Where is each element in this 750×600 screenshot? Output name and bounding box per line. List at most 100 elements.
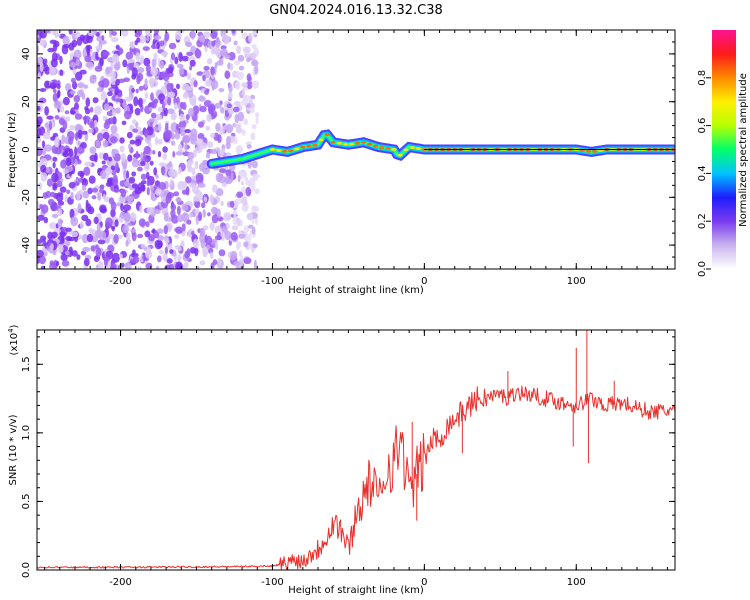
snr-x-tick-label: 100 (567, 577, 586, 588)
spectrogram-noise-blob (112, 148, 119, 155)
spectrogram-noise-blob (220, 200, 224, 207)
spectrogram-noise-blob (176, 63, 184, 69)
spectrogram-noise-blob (251, 186, 256, 192)
spectrogram-noise-blob (74, 31, 81, 39)
spectrogram-noise-blob (146, 246, 152, 255)
spectrogram-noise-blob (69, 62, 76, 68)
spectrogram-noise-blob (115, 44, 120, 50)
spectrogram-noise-blob (51, 213, 59, 219)
spectrogram-noise-blob (236, 70, 240, 78)
spectrogram-noise-blob (46, 178, 53, 187)
spectrogram-noise-blob (154, 188, 163, 196)
spectrogram-noise-blob (150, 67, 159, 76)
spectrogram-noise-blob (110, 165, 116, 171)
spectrogram-noise-blob (39, 88, 47, 92)
spectrogram-noise-blob (134, 138, 142, 146)
spectrogram-noise-blob (226, 214, 232, 220)
spectrogram-noise-blob (49, 191, 56, 198)
spectrogram-noise-blob (164, 238, 170, 244)
spectrogram-signal-core-blob (379, 146, 385, 150)
spectrogram-noise-blob (187, 151, 194, 160)
spectrogram-noise-blob (244, 54, 249, 59)
spectrogram-noise-blob (184, 129, 191, 134)
spectrogram-noise-blob (148, 77, 156, 86)
spectrogram-x-label: Height of straight line (km) (288, 285, 424, 296)
spectrogram-noise-blob (249, 177, 255, 182)
spectrogram-noise-blob (131, 171, 137, 177)
spectrogram-noise-blob (153, 231, 160, 239)
spectrogram-noise-blob (136, 75, 141, 85)
spectrogram-noise-blob (199, 227, 206, 238)
spectrogram-noise-blob (155, 265, 160, 269)
spectrogram-noise-blob (89, 74, 97, 84)
spectrogram-noise-blob (207, 141, 214, 148)
spectrogram-noise-blob (177, 144, 183, 152)
spectrogram-noise-blob (39, 62, 44, 73)
spectrogram-noise-blob (246, 144, 252, 150)
spectrogram-noise-blob (124, 212, 131, 222)
spectrogram-noise-blob (61, 235, 65, 244)
spectrogram-noise-blob (52, 161, 56, 169)
spectrogram-noise-blob (254, 188, 260, 195)
spectrogram-noise-blob (85, 218, 92, 227)
spectrogram-noise-blob (131, 67, 138, 78)
spectrogram-noise-blob (134, 32, 141, 38)
spectrogram-noise-blob (156, 41, 160, 50)
spectrogram-noise-blob (114, 219, 119, 228)
spectrogram-signal-core-blob (591, 150, 598, 153)
spectrogram-noise-blob (230, 172, 234, 183)
spectrogram-noise-blob (211, 206, 217, 215)
spectrogram-noise-blob (77, 140, 81, 146)
spectrogram-noise-blob (236, 191, 244, 198)
spectrogram-noise-blob (37, 137, 42, 144)
spectrogram-noise-blob (113, 188, 120, 193)
spectrogram-noise-blob (252, 31, 258, 36)
spectrogram-noise-blob (253, 259, 257, 269)
snr-x-tick-label: -100 (261, 577, 284, 588)
spectrogram-noise-blob (233, 260, 240, 267)
spectrogram-noise-blob (97, 192, 102, 201)
spectrogram-noise-blob (246, 213, 254, 221)
spectrogram-noise-blob (59, 69, 64, 76)
spectrogram-noise-blob (127, 154, 133, 162)
spectrogram-noise-blob (49, 82, 57, 90)
spectrogram-signal-core-blob (585, 150, 592, 153)
spectrogram-noise-blob (84, 161, 92, 167)
spectrogram-noise-blob (128, 143, 132, 150)
spectrogram-noise-blob (163, 107, 168, 117)
spectrogram-noise-blob (233, 106, 240, 113)
spectrogram-signal-core-blob (275, 149, 282, 152)
spectrogram-noise-blob (199, 260, 206, 266)
spectrogram-noise-blob (149, 185, 155, 191)
spectrogram-noise-blob (197, 121, 204, 128)
spectrogram-noise-blob (191, 231, 195, 236)
spectrogram-noise-blob (118, 47, 123, 55)
snr-panel: -200 -100 0 100 0.0 0.5 1.0 1.5 Height of strai… (7, 324, 676, 596)
spectrogram-noise-blob (130, 228, 137, 233)
spectrogram-noise-blob (133, 96, 139, 107)
spectrogram-noise-blob (148, 234, 156, 242)
spectrogram-noise-blob (186, 51, 194, 57)
spectrogram-signal-core-blob (336, 141, 342, 145)
spectrogram-noise-blob (231, 225, 238, 231)
spectrogram-noise-blob (62, 44, 70, 49)
spectrogram-noise-blob (101, 78, 110, 88)
spectrogram-noise-blob (214, 242, 219, 250)
spectrogram-noise-blob (251, 160, 258, 169)
spectrogram-noise-blob (41, 204, 49, 214)
spectrogram-noise-blob (210, 66, 215, 76)
spectrogram-noise-blob (153, 184, 157, 191)
spectrogram-noise-blob (207, 103, 216, 113)
spectrogram-noise-blob (165, 195, 171, 204)
spectrogram-noise-blob (64, 110, 70, 115)
spectrogram-signal-core-blob (318, 138, 324, 142)
spectrogram-noise-blob (44, 144, 53, 152)
spectrogram-noise-blob (70, 110, 76, 115)
spectrogram-noise-blob (128, 58, 135, 63)
snr-x-tick-label: 0 (421, 577, 427, 588)
spectrogram-noise-blob (123, 204, 132, 212)
spectrogram-noise-blob (174, 234, 180, 239)
spectrogram-signal-core-blob (397, 153, 403, 157)
spectrogram-noise-blob (199, 142, 208, 149)
spectrogram-noise-blob (225, 169, 232, 177)
